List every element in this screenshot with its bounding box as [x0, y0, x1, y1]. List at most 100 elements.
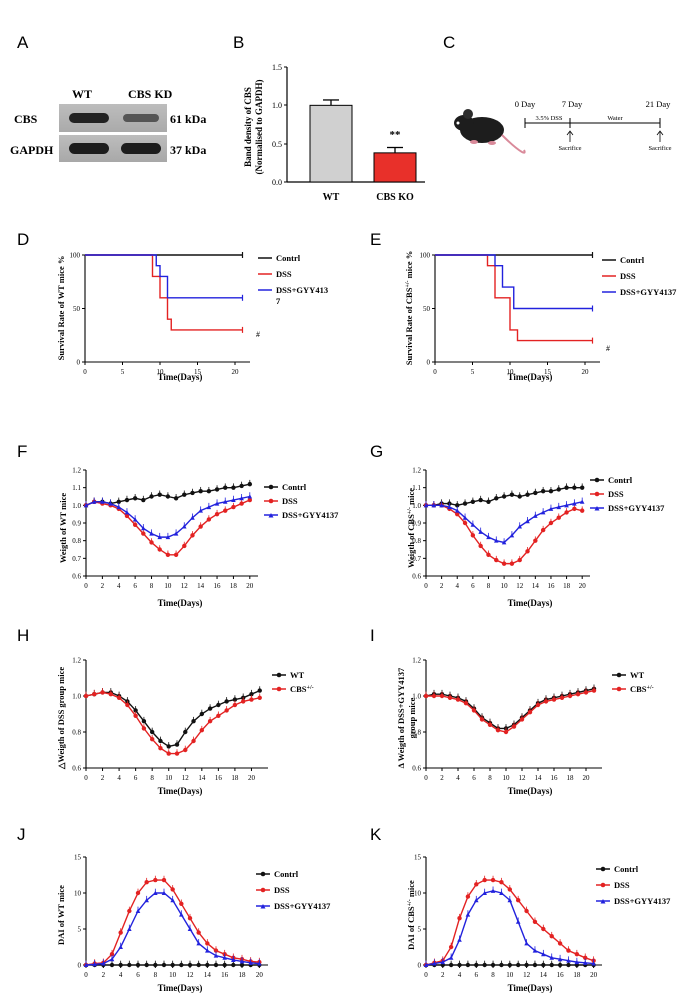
- j-ytick: 10: [74, 890, 82, 898]
- d-ytick: 50: [73, 305, 81, 313]
- f-point-contrl: [149, 494, 154, 499]
- g-point-dss: [548, 520, 554, 526]
- j-point-dss: [213, 948, 219, 953]
- k-point-dss: [524, 908, 529, 914]
- h-point-wt: [158, 738, 163, 744]
- g-point-dss: [556, 515, 561, 520]
- b-ytick-0: 0.0: [272, 178, 282, 187]
- f-point-contrl: [132, 496, 138, 501]
- f-point-contrl: [173, 496, 179, 501]
- f-point-dss-gyy4137: [157, 534, 163, 540]
- h-point-cbs-: [257, 695, 262, 700]
- h-point-wt: [224, 699, 229, 704]
- k-point-dss: [448, 944, 454, 950]
- j-point-dss: [153, 877, 158, 883]
- g-point-dss-gyy4137: [470, 522, 476, 527]
- f-ytick: 0.6: [72, 573, 81, 581]
- h-ytick: 1.2: [72, 657, 81, 665]
- f-xtick: 10: [164, 582, 172, 590]
- j-point-dss-gyy4137: [92, 961, 97, 967]
- f-point-dss-gyy4137: [206, 504, 212, 510]
- k-xtick: 4: [458, 971, 462, 979]
- panel-label-c: C: [443, 33, 456, 52]
- i-point-cbs-: [527, 710, 533, 715]
- g-point-dss-gyy4137: [556, 504, 562, 510]
- i-point-cbs-: [503, 729, 509, 735]
- h-point-wt: [149, 729, 155, 735]
- j-point-dss: [161, 877, 167, 883]
- g-xtick: 10: [501, 582, 509, 590]
- g-point-contrl: [564, 485, 569, 490]
- h-point-cbs-: [133, 713, 138, 718]
- e-xlabel: Time(Days): [508, 372, 553, 382]
- h-xtick: 20: [248, 774, 256, 782]
- g-ytick: 1.2: [412, 467, 421, 475]
- k-point-dss: [457, 916, 462, 921]
- j-point-dss: [170, 887, 175, 892]
- j-point-dss-gyy4137: [170, 897, 175, 903]
- g-xlabel: Time(Days): [508, 598, 553, 608]
- c-day21: 21 Day: [646, 99, 672, 109]
- g-point-dss: [501, 561, 507, 566]
- h-point-wt: [257, 688, 262, 693]
- j-ytick: 5: [78, 926, 82, 934]
- e-xtick: 15: [544, 368, 552, 376]
- g-point-contrl: [572, 485, 577, 490]
- h-line-cbs-: [85, 691, 260, 755]
- i-xtick: 8: [488, 774, 492, 782]
- k-point-dss: [532, 919, 538, 924]
- j-point-dss: [135, 890, 141, 896]
- i-point-cbs-: [447, 695, 453, 700]
- h-point-cbs-: [216, 713, 221, 718]
- g-point-contrl: [540, 489, 546, 494]
- i-ylabel-1: Δ Weigth of DSS+GYY4137: [396, 667, 406, 768]
- g-ytick: 1.1: [412, 484, 421, 492]
- g-point-contrl: [478, 497, 483, 503]
- g-ytick: 0.8: [412, 537, 421, 545]
- i-xtick: 10: [503, 774, 511, 782]
- j-xtick: 8: [154, 971, 158, 979]
- f-point-dss-gyy4137: [198, 508, 203, 513]
- g-point-dss: [478, 543, 483, 549]
- k-point-contrl: [557, 962, 563, 968]
- k-point-contrl: [490, 962, 496, 968]
- b-significance: **: [390, 129, 402, 141]
- g-ytick: 0.7: [412, 555, 421, 563]
- i-point-cbs-: [439, 693, 445, 699]
- b-xtick-cbsko: CBS KO: [376, 192, 414, 203]
- g-point-dss-gyy4137: [501, 540, 507, 545]
- k-point-dss-gyy4137: [432, 961, 437, 966]
- k-point-dss-gyy4137: [549, 955, 555, 960]
- g-xtick: 18: [563, 582, 571, 590]
- f-point-contrl: [214, 487, 220, 492]
- h-point-cbs-: [166, 751, 171, 756]
- c-sacrifice-1: Sacrifice: [558, 145, 581, 152]
- k-ytick: 5: [418, 926, 422, 934]
- h-point-wt: [174, 742, 180, 747]
- d-xtick: 20: [232, 368, 240, 376]
- f-xtick: 4: [117, 582, 121, 590]
- h-point-cbs-: [116, 695, 122, 700]
- h-xtick: 12: [182, 774, 190, 782]
- j-point-dss-gyy4137: [187, 926, 193, 931]
- wb-row-gapdh: GAPDH: [10, 143, 54, 157]
- k-point-contrl: [465, 962, 471, 968]
- g-xtick: 12: [516, 582, 524, 590]
- h-legend-wt: WT: [290, 670, 305, 680]
- k-xtick: 6: [475, 971, 479, 979]
- d-ytick: 100: [70, 252, 81, 260]
- i-xtick: 14: [535, 774, 543, 782]
- j-xtick: 10: [169, 971, 177, 979]
- i-point-cbs-: [591, 688, 597, 693]
- h-point-wt: [207, 706, 213, 711]
- h-point-wt: [199, 711, 205, 717]
- i-point-cbs-: [519, 717, 525, 722]
- f-point-dss: [239, 501, 244, 506]
- wb-col-cbskd: CBS KD: [128, 87, 173, 101]
- d-line-dss-gyy4137: [85, 254, 243, 299]
- k-point-dss: [515, 898, 521, 903]
- h-point-cbs-: [191, 738, 196, 744]
- g-point-contrl: [517, 494, 522, 499]
- h-point-cbs-: [92, 692, 97, 697]
- f-point-dss-gyy4137: [214, 501, 220, 506]
